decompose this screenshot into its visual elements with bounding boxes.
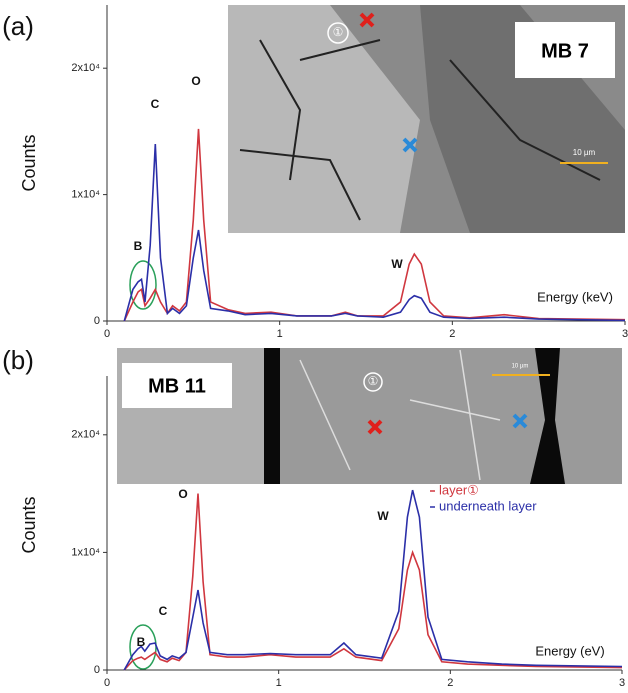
y-axis-label: Counts xyxy=(19,134,39,191)
y-tick-label: 0 xyxy=(94,664,100,676)
x-axis-label: Energy (eV) xyxy=(535,643,604,658)
peak-label: W xyxy=(377,509,389,523)
peak-label: C xyxy=(151,97,160,111)
legend-label: underneath layer xyxy=(439,498,537,513)
sem-image-a xyxy=(228,5,625,233)
site-label: ① xyxy=(333,25,344,39)
y-tick-label: 2x10⁴ xyxy=(71,429,100,441)
peak-label: O xyxy=(191,74,200,88)
peak-label: W xyxy=(391,257,403,271)
site-label: ① xyxy=(368,374,379,388)
x-tick-label: 3 xyxy=(622,328,628,340)
x-tick-label: 3 xyxy=(619,677,625,689)
x-tick-label: 2 xyxy=(447,677,453,689)
x-axis-label: Energy (keV) xyxy=(537,289,613,304)
peak-label: C xyxy=(159,604,168,618)
x-tick-label: 1 xyxy=(276,677,282,689)
scale-bar-label: 10 µm xyxy=(573,148,596,157)
y-tick-label: 2x10⁴ xyxy=(71,62,100,74)
x-tick-label: 1 xyxy=(277,328,283,340)
x-tick-label: 0 xyxy=(104,328,110,340)
x-tick-label: 0 xyxy=(104,677,110,689)
sem-image-b xyxy=(117,348,622,484)
x-tick-label: 2 xyxy=(449,328,455,340)
panel-label: (b) xyxy=(2,345,34,375)
scale-bar-label: 10 µm xyxy=(512,364,529,370)
peak-label: O xyxy=(178,487,187,501)
y-tick-label: 1x10⁴ xyxy=(71,189,100,201)
y-tick-label: 0 xyxy=(94,315,100,327)
peak-label: B xyxy=(134,239,143,253)
peak-label: B xyxy=(137,635,146,649)
figure: 0 1x10⁴ 2x10⁴ 0 1 2 3 (a) Counts Energy (keV) B C O W… xyxy=(0,0,628,693)
image-label: MB 11 xyxy=(148,375,206,397)
y-tick-label: 1x10⁴ xyxy=(71,546,100,558)
panel-label: (a) xyxy=(2,11,34,41)
legend-label: layer① xyxy=(439,482,479,497)
y-axis-label: Counts xyxy=(19,496,39,553)
image-label: MB 7 xyxy=(541,40,589,62)
